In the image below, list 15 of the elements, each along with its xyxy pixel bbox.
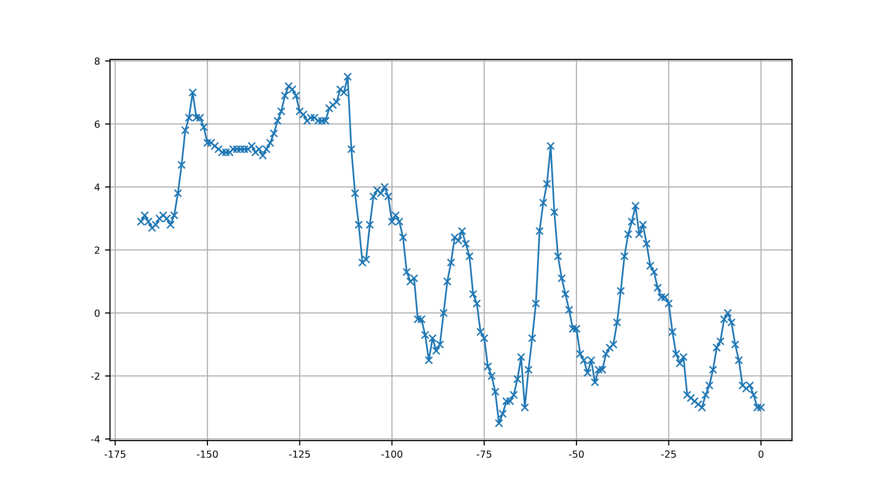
x-tick-label: -125: [289, 450, 310, 458]
x-tick-label: -150: [196, 450, 218, 458]
x-tick-label: 0: [758, 450, 764, 458]
x-tick-label: -175: [104, 450, 126, 458]
y-tick-label: 4: [94, 184, 100, 191]
x-tick-label: -25: [661, 450, 676, 458]
x-tick-label: -100: [381, 450, 402, 458]
x-tick-label: -50: [569, 450, 584, 458]
y-tick-label: 0: [94, 309, 100, 317]
x-tick-label: -75: [476, 450, 492, 458]
y-tick-label: 8: [94, 57, 100, 65]
y-tick-label: -4: [91, 436, 100, 443]
y-tick-label: -2: [91, 372, 100, 380]
y-tick-label: 2: [94, 246, 100, 254]
y-tick-label: 6: [94, 120, 100, 128]
